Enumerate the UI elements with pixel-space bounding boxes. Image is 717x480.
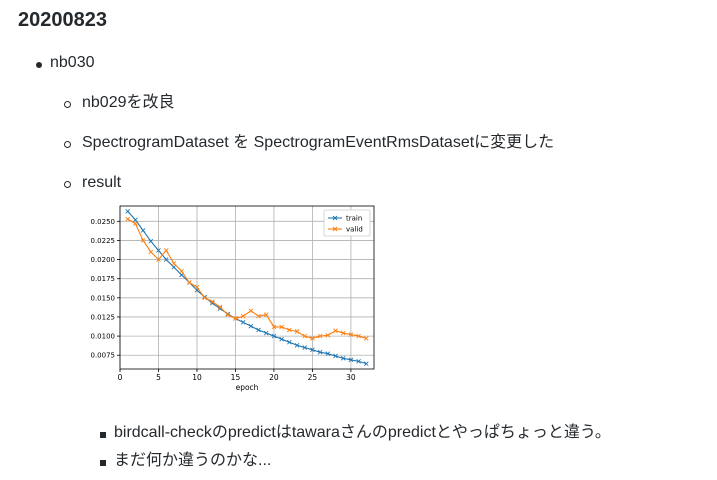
loss-chart-svg: 0 5 10 15 20 25 30 0.0075 0.0100 0.0125 0.0150 0.01… [91, 205, 375, 392]
data-point-valid [348, 332, 354, 337]
data-point-valid [340, 330, 346, 336]
data-point-train [340, 355, 346, 361]
data-point-valid [310, 336, 315, 341]
list-item-result: result [82, 174, 122, 191]
data-point-valid [148, 249, 154, 255]
circle-bullet [64, 181, 71, 188]
data-point-train [263, 330, 269, 336]
data-point-train [171, 264, 177, 270]
list-item-note-diff: まだ何か違うのかな... [114, 452, 272, 469]
data-point-valid [210, 299, 215, 304]
loss-chart: 0 5 10 15 20 25 30 0.0075 0.0100 0.0125 0.0150 0.01… [82, 203, 378, 398]
data-point-train [317, 349, 323, 355]
data-point-valid [356, 333, 361, 339]
x-tick-label: 15 [231, 373, 241, 382]
data-point-valid [317, 333, 323, 339]
x-tick-label: 0 [118, 373, 123, 382]
data-point-valid [256, 313, 261, 319]
circle-bullet [64, 141, 71, 148]
data-point-valid [217, 304, 223, 310]
data-point-valid [163, 248, 169, 253]
y-tick-label: 0.0250 [91, 218, 116, 226]
data-point-valid [140, 238, 146, 243]
data-point-valid [294, 329, 300, 334]
x-tick-label: 10 [192, 373, 202, 382]
data-point-valid [225, 312, 231, 317]
data-point-train [356, 359, 361, 364]
data-point-valid [287, 327, 292, 333]
data-point-train [210, 300, 215, 306]
data-point-valid [325, 333, 331, 338]
data-point-train [248, 323, 254, 329]
y-tick-label: 0.0200 [91, 256, 116, 264]
data-point-valid [133, 221, 138, 226]
data-point-valid [279, 324, 284, 330]
data-point-train [348, 357, 354, 363]
data-point-train [325, 351, 331, 357]
x-tick-label: 25 [308, 373, 318, 382]
data-point-valid [271, 324, 277, 330]
data-point-valid [263, 312, 269, 317]
data-point-train [271, 333, 277, 339]
date-heading: 20200823 [18, 9, 107, 31]
data-point-valid [179, 268, 184, 274]
square-bullet [100, 432, 106, 438]
data-point-valid [156, 257, 161, 262]
list-item-dataset-change: SpectrogramDataset を SpectrogramEventRms… [82, 134, 555, 151]
list-item-note-predict: birdcall-checkのpredictはtawaraさんのpredictと… [114, 424, 611, 441]
series-line-valid [127, 218, 367, 339]
y-tick-label: 0.0175 [91, 275, 116, 283]
data-point-train [156, 248, 161, 253]
data-point-valid [248, 308, 254, 314]
x-axis-label: epoch [236, 383, 259, 392]
list-item-nb030: nb030 [50, 54, 95, 71]
data-point-train [217, 306, 223, 311]
y-tick-label: 0.0125 [91, 313, 116, 321]
data-point-train [287, 339, 292, 345]
legend-marker-valid [332, 226, 338, 232]
data-point-valid [233, 316, 238, 321]
data-point-train [363, 361, 369, 366]
legend-marker-train [332, 215, 338, 221]
legend-label-train: train [346, 215, 362, 223]
y-tick-label: 0.0225 [91, 237, 116, 245]
data-point-valid [171, 261, 177, 266]
data-point-train [302, 345, 308, 350]
data-point-valid [363, 336, 369, 341]
data-point-train [140, 228, 146, 233]
list-item-improve: nb029を改良 [82, 94, 175, 111]
data-point-train [240, 320, 246, 325]
data-point-train [148, 238, 154, 244]
data-point-train [279, 336, 284, 342]
data-point-valid [194, 284, 200, 290]
data-point-train [256, 327, 261, 333]
data-point-valid [186, 280, 192, 285]
circle-bullet [64, 101, 71, 108]
legend-label-valid: valid [346, 226, 363, 234]
data-point-train [163, 257, 169, 262]
x-tick-label: 30 [346, 373, 356, 382]
y-tick-label: 0.0150 [91, 294, 116, 302]
data-point-train [125, 209, 131, 214]
data-point-train [133, 217, 138, 223]
data-point-valid [125, 216, 131, 222]
data-point-valid [202, 295, 207, 301]
y-tick-label: 0.0100 [91, 333, 116, 341]
plot-frame [119, 205, 375, 370]
x-tick-label: 20 [269, 373, 279, 382]
data-point-train [310, 347, 315, 353]
y-tick-label: 0.0075 [91, 352, 116, 360]
data-point-train [333, 353, 338, 359]
data-point-valid [240, 313, 246, 319]
data-point-train [294, 342, 300, 348]
x-tick-label: 5 [156, 373, 161, 382]
data-point-valid [302, 333, 308, 339]
square-bullet [100, 460, 106, 466]
data-point-valid [333, 328, 338, 334]
disc-bullet [36, 62, 42, 68]
